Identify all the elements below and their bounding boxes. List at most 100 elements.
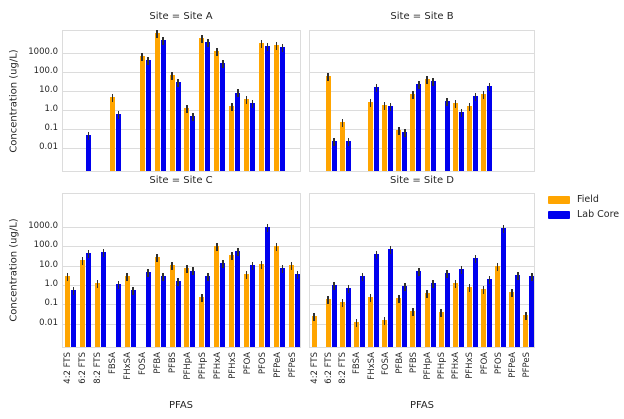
gridline (63, 226, 300, 228)
error-bar (333, 137, 335, 146)
error-bar (231, 102, 233, 111)
x-tick-label-PFHpS: PFHpS (437, 352, 448, 380)
gridline (310, 246, 534, 248)
x-tick-label-FOSA: FOSA (138, 352, 149, 375)
error-bar (488, 276, 491, 284)
gridline (63, 304, 300, 306)
x-tick-label-PFHpS: PFHpS (197, 352, 208, 380)
x-tick-label-FBSA: FBSA (108, 352, 119, 374)
y-tick-label: 0.1 (44, 298, 58, 309)
lab-core-bar-PFOS (265, 226, 271, 347)
field-swatch-icon (548, 195, 570, 204)
field-bar-PFHxS (229, 105, 235, 171)
gridline (310, 304, 534, 306)
error-bar (147, 56, 149, 65)
error-bar (96, 279, 99, 288)
error-bar (460, 109, 463, 118)
field-bar-6:2 FTS (325, 298, 331, 347)
error-bar (251, 99, 254, 108)
x-tick-label-PFBA: PFBA (394, 352, 405, 374)
error-bar (275, 242, 278, 251)
error-bar (222, 259, 224, 268)
field-bar-PFHpA (184, 108, 190, 171)
lab-core-bar-PFHpA (430, 282, 436, 347)
y-tick-label: 100.0 (33, 66, 58, 77)
gridline (63, 148, 300, 150)
field-bar-8:2 FTS (339, 122, 345, 171)
error-bar (482, 91, 485, 100)
error-bar (389, 246, 392, 255)
y-tick-label: 10.0 (39, 85, 58, 96)
error-bar (383, 101, 386, 110)
gridline (63, 323, 300, 325)
error-bar (418, 268, 420, 277)
lab-core-bar-PFHpS (444, 101, 450, 171)
field-bar-PFBS (169, 74, 175, 171)
y-tick-label: 0.01 (39, 317, 58, 328)
error-bar (511, 288, 513, 297)
field-bar-6:2 FTS (79, 260, 85, 347)
error-bar (369, 294, 372, 303)
field-bar-PFOA (244, 274, 250, 347)
plot-area-a (62, 30, 301, 172)
lab-core-bar-PFHpS (205, 42, 211, 171)
error-bar (454, 100, 457, 109)
x-tick-label-8:2 FTS: 8:2 FTS (338, 352, 349, 384)
lab-core-bar-8:2 FTS (345, 140, 351, 171)
x-tick-label-PFBA: PFBA (153, 352, 164, 374)
lab-core-bar-6:2 FTS (85, 253, 91, 347)
error-bar (186, 105, 188, 114)
error-bar (375, 84, 378, 93)
x-tick-label-FBSA: FBSA (352, 352, 363, 374)
field-bar-FHxSA (368, 102, 374, 171)
field-bar-FBSA (353, 321, 359, 347)
error-bar (488, 82, 491, 91)
error-bar (126, 272, 128, 281)
error-bar (237, 89, 239, 98)
lab-core-bar-PFHpS (205, 275, 211, 347)
lab-core-bar-6:2 FTS (331, 140, 337, 171)
error-bar (347, 285, 350, 293)
error-bar (432, 279, 434, 288)
lab-core-bar-FHxSA (374, 87, 380, 171)
plot-area-d (309, 193, 535, 348)
field-bar-PFBA (396, 298, 402, 347)
lab-core-bar-PFBA (160, 276, 166, 347)
error-bar (496, 262, 499, 271)
lab-core-bar-PFBS (416, 83, 422, 171)
lab-core-bar-PFBA (402, 131, 408, 171)
field-bar-PFOS (259, 264, 265, 347)
error-bar (398, 295, 400, 304)
field-bar-FOSA (382, 320, 388, 347)
lab-core-bar-FHxSA (130, 290, 136, 347)
field-bar-PFOA (481, 288, 487, 347)
legend-item-lab-core: Lab Core (548, 208, 619, 221)
field-bar-PFHxS (229, 255, 235, 347)
gridline (310, 148, 534, 150)
error-bar (117, 280, 120, 289)
y-tick-label: 1.0 (44, 104, 58, 115)
y-tick-label: 100.0 (33, 240, 58, 251)
plot-area-b (309, 30, 535, 172)
lab-core-bar-PFHxA (458, 112, 464, 171)
x-tick-label-PFHpA: PFHpA (182, 352, 193, 380)
error-bar (245, 271, 248, 280)
lab-core-bar-PFHxS (235, 250, 241, 347)
error-bar (201, 35, 203, 44)
error-bar (132, 287, 134, 296)
error-bar (147, 269, 149, 278)
field-bar-PFPeA (274, 44, 280, 171)
lab-core-bar-PFHxS (235, 92, 241, 171)
error-bar (446, 98, 448, 107)
gridline (63, 265, 300, 267)
error-bar (156, 30, 158, 39)
error-bar (296, 270, 299, 279)
lab-core-bar-FHxSA (374, 254, 380, 347)
lab-core-bar-PFHxS (472, 95, 478, 171)
x-tick-label-4:2 FTS: 4:2 FTS (63, 352, 74, 384)
field-bar-PFHxS (466, 105, 472, 171)
field-bar-8:2 FTS (94, 282, 100, 347)
error-bar (177, 278, 179, 287)
field-bar-8:2 FTS (339, 302, 345, 347)
lab-core-bar-PFOA (250, 264, 256, 347)
